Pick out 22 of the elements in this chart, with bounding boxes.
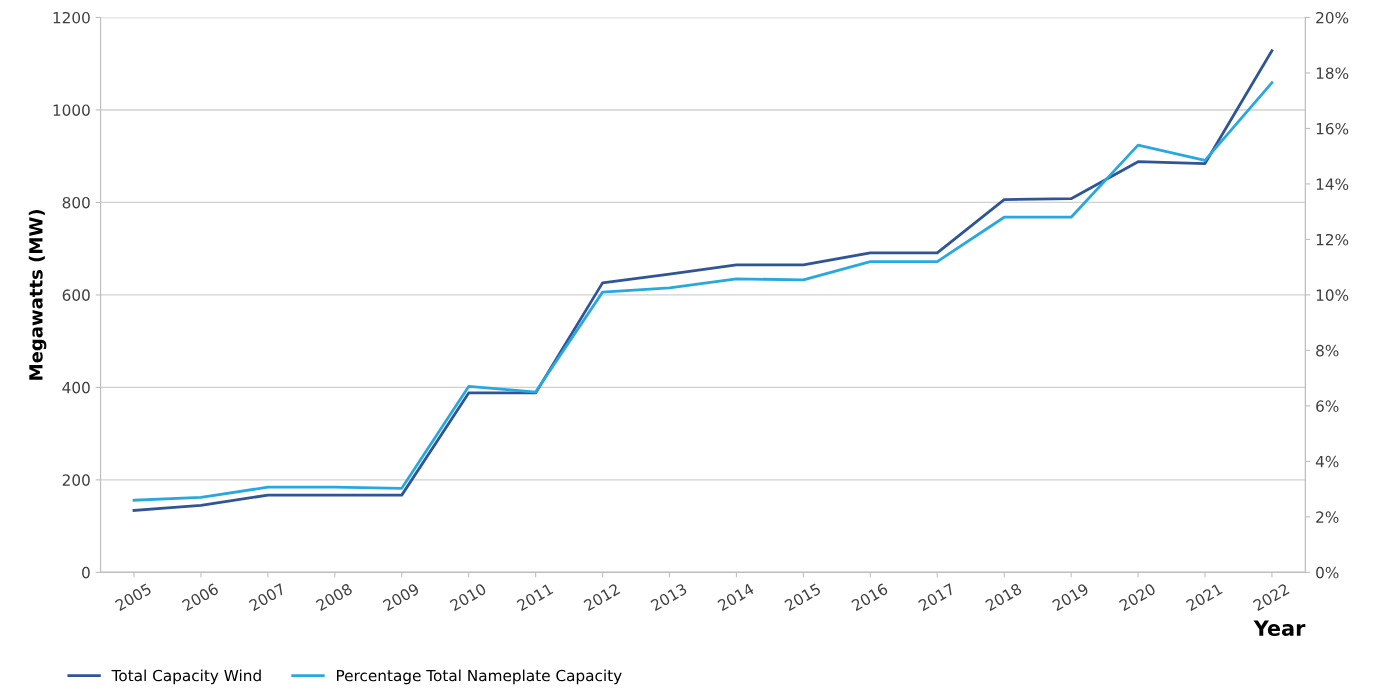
y-tick-label: 0 xyxy=(82,566,90,579)
y2-tick-label: 18% xyxy=(1316,67,1349,79)
y2-tick-label: 2% xyxy=(1316,511,1339,523)
y2-tick-label: 0% xyxy=(1316,566,1339,579)
y-axis-title: Megawatts (MW) xyxy=(28,210,47,380)
y2-tick-label: 16% xyxy=(1316,122,1349,135)
y-tick-label: 800 xyxy=(62,196,90,209)
legend-label: Percentage Total Nameplate Capacity xyxy=(336,669,622,685)
y-tick-label: 1200 xyxy=(53,11,90,24)
y-tick-label: 600 xyxy=(62,289,90,301)
y2-tick-label: 10% xyxy=(1316,289,1349,301)
x-axis-title: Year xyxy=(1253,620,1306,637)
y-tick-label: 200 xyxy=(62,474,90,486)
y2-tick-label: 4% xyxy=(1315,455,1339,468)
legend-label: Total Capacity Wind xyxy=(111,669,261,685)
y-tick-label: 1000 xyxy=(53,104,90,116)
y2-tick-label: 8% xyxy=(1316,344,1339,357)
y-tick-label: 400 xyxy=(62,381,90,394)
y2-tick-label: 20% xyxy=(1316,11,1349,24)
y2-tick-label: 12% xyxy=(1316,233,1349,246)
y2-tick-label: 14% xyxy=(1316,178,1349,190)
y2-tick-label: 6% xyxy=(1316,400,1339,412)
